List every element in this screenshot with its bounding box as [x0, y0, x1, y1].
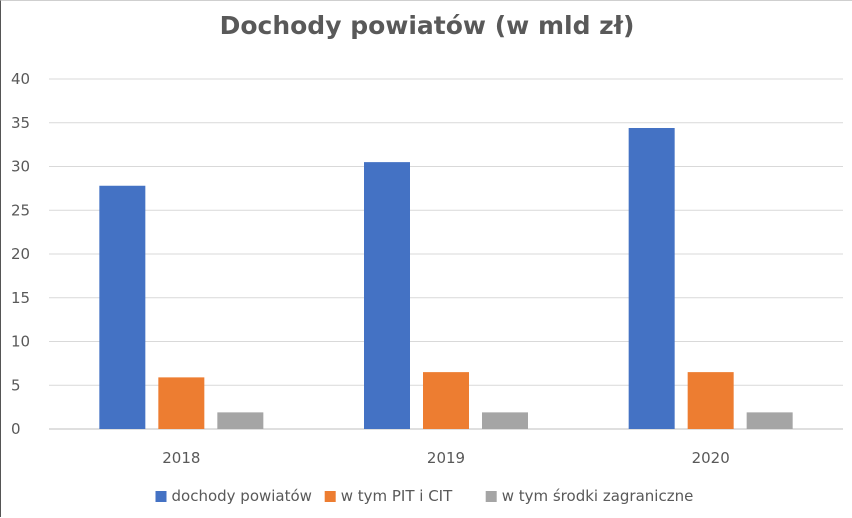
y-tick-label: 10: [11, 333, 30, 351]
y-tick-label: 30: [11, 158, 30, 176]
legend-label: w tym środki zagraniczne: [502, 487, 694, 505]
x-axis-ticks: 2018 2019 2020: [162, 449, 730, 467]
x-tick-label: 2018: [162, 449, 200, 467]
legend-label: dochody powiatów: [172, 487, 312, 505]
y-tick-label: 25: [11, 201, 30, 219]
legend-swatch: [485, 491, 497, 502]
bar: [99, 185, 146, 429]
bar: [158, 377, 205, 429]
y-axis-ticks: 0 5 10 15 20 25 30 35 40: [11, 70, 30, 438]
y-tick-label: 35: [11, 114, 30, 132]
bar: [217, 412, 264, 429]
legend-swatch: [324, 491, 336, 502]
bar: [423, 372, 469, 429]
bar: [746, 412, 793, 429]
bar: [687, 372, 734, 429]
bar: [482, 412, 528, 429]
y-tick-label: 0: [11, 420, 21, 438]
bar: [364, 162, 410, 429]
y-tick-label: 20: [11, 245, 30, 263]
y-tick-label: 40: [11, 70, 30, 88]
legend: dochody powiatów w tym PIT i CIT w tym śro…: [155, 487, 694, 505]
bar: [628, 128, 675, 429]
legend-swatch: [155, 491, 167, 502]
bars: [99, 128, 793, 429]
legend-label: w tym PIT i CIT: [341, 487, 453, 505]
x-tick-label: 2020: [692, 449, 730, 467]
x-tick-label: 2019: [427, 449, 465, 467]
chart-title: Dochody powiatów (w mld zł): [219, 11, 635, 40]
y-tick-label: 5: [11, 376, 21, 394]
y-tick-label: 15: [11, 289, 30, 307]
